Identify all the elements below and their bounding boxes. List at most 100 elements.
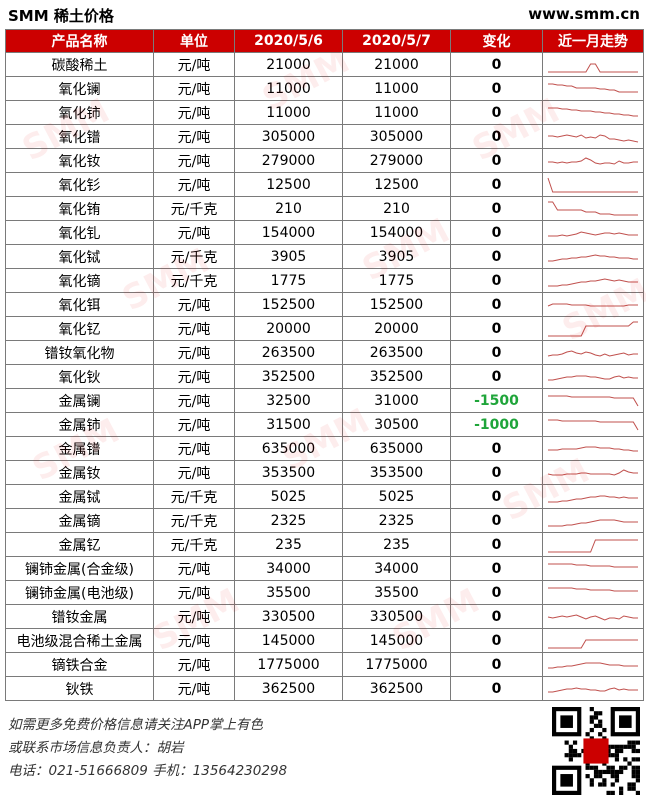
trend-line: [547, 468, 638, 476]
change-cell: 0: [450, 172, 543, 197]
table-row: 金属镨 元/吨 635000 635000 0: [5, 436, 644, 461]
trend-sparkline: [547, 349, 638, 357]
trend-cell: [542, 532, 644, 557]
trend-sparkline: [548, 374, 638, 380]
price-date-2-cell: 34000: [342, 556, 451, 581]
unit-cell: 元/吨: [153, 364, 235, 389]
product-name-cell: 金属铽: [5, 484, 154, 509]
trend-cell: [542, 676, 644, 701]
unit-cell: 元/千克: [153, 196, 235, 221]
trend-sparkline: [548, 63, 638, 72]
trend-cell: [542, 412, 644, 437]
table-row: 金属钕 元/吨 353500 353500 0: [5, 460, 644, 485]
trend-cell: [542, 508, 644, 533]
table-row: 金属镧 元/吨 32500 31000 -1500: [5, 388, 644, 413]
price-date-1-cell: 330500: [234, 604, 343, 629]
trend-cell: [542, 148, 644, 173]
trend-sparkline: [548, 419, 639, 430]
table-row: 碳酸稀土 元/吨 21000 21000 0: [5, 52, 644, 77]
unit-cell: 元/吨: [153, 124, 235, 149]
table-row: 金属镝 元/千克 2325 2325 0: [5, 508, 644, 533]
price-date-1-cell: 1775: [234, 268, 343, 293]
product-name-cell: 氧化镧: [5, 76, 154, 101]
trend-sparkline: [548, 321, 638, 336]
trend-cell: [542, 196, 644, 221]
trend-cell: [542, 580, 644, 605]
price-date-1-cell: 1775000: [234, 652, 343, 677]
unit-cell: 元/吨: [153, 100, 235, 125]
trend-line: [548, 253, 638, 261]
change-cell: 0: [450, 148, 543, 173]
unit-cell: 元/吨: [153, 412, 235, 437]
trend-sparkline: [548, 662, 638, 668]
product-name-cell: 氧化铒: [5, 292, 154, 317]
change-cell: -1000: [450, 412, 543, 437]
unit-cell: 元/吨: [153, 388, 235, 413]
table-row: 镨钕金属 元/吨 330500 330500 0: [5, 604, 644, 629]
table-row: 氧化钐 元/吨 12500 12500 0: [5, 172, 644, 197]
price-date-2-cell: 11000: [342, 76, 451, 101]
col-date-2: 2020/5/7: [342, 29, 451, 53]
price-date-2-cell: 30500: [342, 412, 451, 437]
table-row: 氧化钬 元/吨 352500 352500 0: [5, 364, 644, 389]
product-name-cell: 钬铁: [5, 676, 154, 701]
trend-line: [548, 446, 638, 451]
change-cell: 0: [450, 340, 543, 365]
price-date-1-cell: 263500: [234, 340, 343, 365]
table-row: 氧化钆 元/吨 154000 154000 0: [5, 220, 644, 245]
change-cell: 0: [450, 292, 543, 317]
unit-cell: 元/吨: [153, 220, 235, 245]
site-url[interactable]: www.smm.cn: [528, 5, 640, 23]
table-header-row: 产品名称 单位 2020/5/6 2020/5/7 变化 近一月走势: [5, 29, 644, 53]
price-date-2-cell: 145000: [342, 628, 451, 653]
trend-line: [548, 519, 638, 526]
trend-sparkline: [548, 519, 638, 526]
unit-cell: 元/千克: [153, 244, 235, 269]
footer-contact: 如需更多免费价格信息请关注APP掌上有色 或联系市场信息负责人：胡岩 电话：02…: [8, 714, 287, 783]
unit-cell: 元/吨: [153, 148, 235, 173]
unit-cell: 元/吨: [153, 628, 235, 653]
product-name-cell: 氧化钇: [5, 316, 154, 341]
trend-line: [548, 230, 638, 237]
change-cell: 0: [450, 196, 543, 221]
price-date-1-cell: 635000: [234, 436, 343, 461]
table-row: 氧化钕 元/吨 279000 279000 0: [5, 148, 644, 173]
product-name-cell: 氧化铈: [5, 100, 154, 125]
change-cell: 0: [450, 52, 543, 77]
qr-code-icon: [552, 707, 640, 795]
trend-line: [548, 662, 638, 668]
price-date-2-cell: 35500: [342, 580, 451, 605]
trend-line: [548, 63, 638, 72]
product-name-cell: 金属钇: [5, 532, 154, 557]
trend-sparkline: [548, 446, 638, 451]
trend-line: [548, 374, 638, 380]
trend-cell: [542, 460, 644, 485]
product-name-cell: 镧铈金属(合金级): [5, 556, 154, 581]
trend-sparkline: [548, 83, 638, 92]
footer-line-phone: 电话：021-51666809 手机：13564230298: [8, 763, 288, 779]
change-cell: 0: [450, 100, 543, 125]
trend-cell: [542, 364, 644, 389]
col-date-1: 2020/5/6: [234, 29, 343, 53]
table-row: 氧化铽 元/千克 3905 3905 0: [5, 244, 644, 269]
trend-line: [548, 321, 638, 336]
unit-cell: 元/吨: [153, 340, 235, 365]
trend-cell: [542, 100, 644, 125]
change-cell: 0: [450, 652, 543, 677]
change-cell: 0: [450, 436, 543, 461]
change-cell: 0: [450, 316, 543, 341]
price-date-1-cell: 210: [234, 196, 343, 221]
trend-sparkline: [548, 253, 638, 261]
trend-cell: [542, 388, 644, 413]
price-date-1-cell: 2325: [234, 508, 343, 533]
price-date-1-cell: 32500: [234, 388, 343, 413]
trend-line: [548, 277, 638, 286]
trend-line: [547, 303, 638, 306]
product-name-cell: 金属镨: [5, 436, 154, 461]
price-date-1-cell: 154000: [234, 220, 343, 245]
price-date-1-cell: 31500: [234, 412, 343, 437]
trend-line: [547, 177, 638, 192]
product-name-cell: 氧化钬: [5, 364, 154, 389]
price-date-2-cell: 20000: [342, 316, 451, 341]
